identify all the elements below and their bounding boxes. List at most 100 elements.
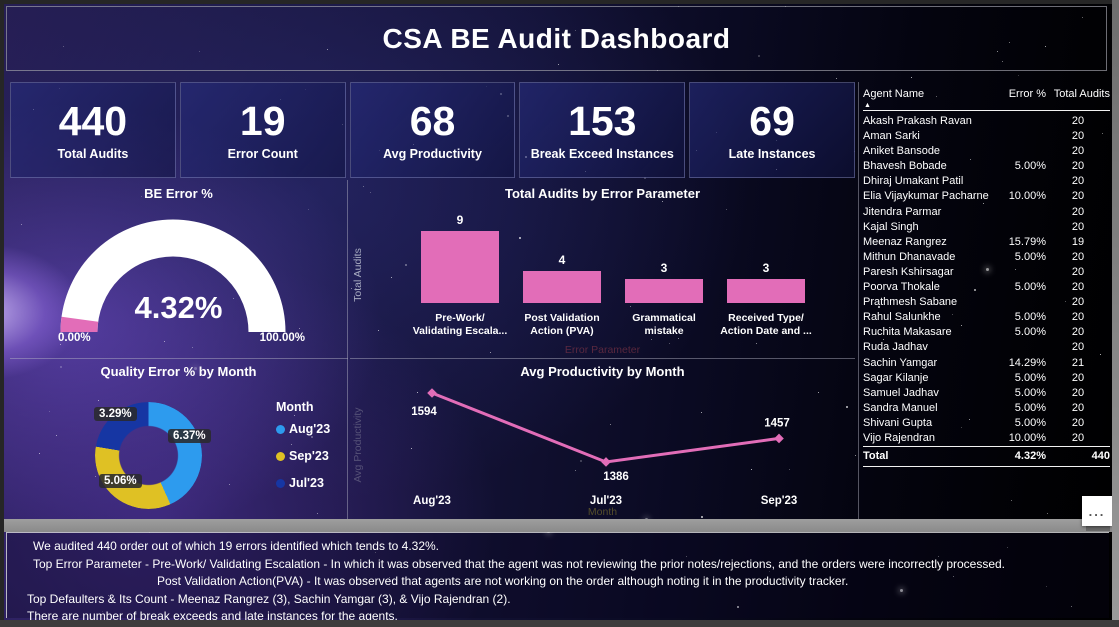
column-header-total-audits[interactable]: Total Audits <box>1046 88 1110 111</box>
cell-agent-name: Bhavesh Bobade <box>863 160 947 173</box>
donut-chart-visual[interactable]: Quality Error % by Month 6.37% 5.06% 3.29%… <box>10 358 348 519</box>
bar-chart-visual[interactable]: Total Audits by Error Parameter Total Au… <box>350 180 855 359</box>
table-row[interactable]: Akash Prakash Ravan 20 <box>863 111 1110 130</box>
gauge-value: 4.32% <box>134 290 223 325</box>
bar-2[interactable] <box>523 271 601 303</box>
summary-footer: We audited 440 order out of which 19 err… <box>6 532 1109 620</box>
legend-item-sep23[interactable]: Sep'23 <box>276 449 330 463</box>
bar-category-label: Pre-Work/ Validating Escala... <box>412 312 508 337</box>
cell-error-pct <box>991 220 1046 235</box>
cell-error-pct <box>991 129 1046 144</box>
table-row[interactable]: Aman Sarki 20 <box>863 129 1110 144</box>
cell-error-pct <box>991 205 1046 220</box>
cell-total-audits: 20 <box>1071 281 1085 294</box>
data-point-jul23[interactable] <box>601 457 611 467</box>
cell-total-audits: 20 <box>1071 265 1085 278</box>
table-row[interactable]: Aniket Bansode 20 <box>863 144 1110 159</box>
legend-item-jul23[interactable]: Jul'23 <box>276 476 330 490</box>
kpi-label: Error Count <box>227 147 298 161</box>
footer-line-4: Top Defaulters & Its Count - Meenaz Rang… <box>27 591 511 606</box>
table-row[interactable]: Sachin Yamgar 14.29% 21 <box>863 356 1110 371</box>
line-chart-x-axis-label: Month <box>587 506 618 518</box>
point-value-label: 1457 <box>764 417 790 429</box>
point-value-label: 1594 <box>411 406 437 418</box>
kpi-card-late-instances[interactable]: 69 Late Instances <box>689 82 855 178</box>
table-row[interactable]: Kajal Singh 20 <box>863 220 1110 235</box>
trend-line <box>431 391 780 464</box>
title-bar: CSA BE Audit Dashboard <box>6 6 1107 71</box>
agent-table-visual: Agent Name ▲ Error % Total Audits Akash … <box>858 82 1110 519</box>
cell-error-pct: 14.29% <box>1008 356 1046 369</box>
column-header-error-pct[interactable]: Error % <box>991 88 1046 111</box>
table-header-row: Agent Name ▲ Error % Total Audits <box>863 88 1110 111</box>
bar-1[interactable] <box>421 231 499 303</box>
table-row[interactable]: Jitendra Parmar 20 <box>863 205 1110 220</box>
table-row[interactable]: Shivani Gupta 5.00% 20 <box>863 416 1110 431</box>
sort-ascending-icon: ▲ <box>864 102 871 109</box>
table-row[interactable]: Samuel Jadhav 5.00% 20 <box>863 386 1110 401</box>
cell-total-audits: 20 <box>1071 416 1085 429</box>
vertical-scrollbar[interactable] <box>1112 0 1119 627</box>
horizontal-scrollbar[interactable] <box>4 519 1112 532</box>
kpi-card-error-count[interactable]: 19 Error Count <box>179 82 346 178</box>
cell-total-audits: 20 <box>1071 371 1085 384</box>
table-row[interactable]: Vijo Rajendran 10.00% 20 <box>863 431 1110 447</box>
bar-value-label: 3 <box>762 261 770 275</box>
bar-4[interactable] <box>727 279 805 303</box>
kpi-card-total-audits[interactable]: 440 Total Audits <box>10 82 176 178</box>
donut-label-sep23: 5.06% <box>99 474 142 488</box>
cell-total-audits: 20 <box>1071 220 1085 233</box>
legend-item-label: Jul'23 <box>289 476 324 490</box>
cell-agent-name: Sachin Yamgar <box>863 356 938 369</box>
more-options-button[interactable]: ... <box>1082 496 1112 526</box>
cell-total-audits: 19 <box>1071 235 1085 248</box>
table-row[interactable]: Paresh Kshirsagar 20 <box>863 265 1110 280</box>
line-chart-plot: 1594 Aug'23 1386 Jul'23 1457 Sep'23 <box>411 388 797 507</box>
table-row[interactable]: Dhiraj Umakant Patil 20 <box>863 174 1110 189</box>
table-row[interactable]: Elia Vijaykumar Pacharne 10.00% 20 <box>863 189 1110 204</box>
gauge-visual[interactable]: BE Error % 4.32% 0.00% 100.00% <box>10 180 348 359</box>
table-row[interactable]: Sagar Kilanje 5.00% 20 <box>863 371 1110 386</box>
page-title: CSA BE Audit Dashboard <box>382 23 731 54</box>
table-row[interactable]: Mithun Dhanavade 5.00% 20 <box>863 250 1110 265</box>
legend-item-label: Aug'23 <box>289 422 331 436</box>
table-row[interactable]: Poorva Thokale 5.00% 20 <box>863 280 1110 295</box>
gauge-min-label: 0.00% <box>58 332 91 344</box>
legend-color-dot <box>276 451 285 461</box>
footer-line-3: Post Validation Action(PVA) - It was obs… <box>157 574 849 588</box>
cell-total-audits: 21 <box>1071 356 1085 369</box>
legend-item-aug23[interactable]: Aug'23 <box>276 422 330 436</box>
cell-error-pct: 10.00% <box>1008 431 1046 444</box>
cell-total-audits: 20 <box>1071 175 1085 188</box>
line-chart-visual[interactable]: Avg Productivity by Month Avg Productivi… <box>350 358 855 519</box>
table-row[interactable]: Bhavesh Bobade 5.00% 20 <box>863 159 1110 174</box>
cell-total-audits: 20 <box>1071 386 1085 399</box>
kpi-value: 153 <box>568 98 637 144</box>
column-header-agent-name[interactable]: Agent Name ▲ <box>863 88 991 111</box>
bar-category-label: Grammatical mistake <box>632 312 696 337</box>
donut-label-aug23: 6.37% <box>168 429 211 443</box>
table-row[interactable]: Sandra Manuel 5.00% 20 <box>863 401 1110 416</box>
cell-agent-name: Ruchita Makasare <box>863 326 952 339</box>
kpi-value: 69 <box>749 98 795 144</box>
bar-3[interactable] <box>625 279 703 303</box>
cell-total-audits: 20 <box>1071 401 1085 414</box>
table-row[interactable]: Meenaz Rangrez 15.79% 19 <box>863 235 1110 250</box>
table-row[interactable]: Rahul Salunkhe 5.00% 20 <box>863 310 1110 325</box>
kpi-card-avg-productivity[interactable]: 68 Avg Productivity <box>349 82 516 178</box>
data-point-aug23[interactable] <box>427 388 437 398</box>
table-row[interactable]: Prathmesh Sabane 20 <box>863 295 1110 310</box>
cell-error-pct <box>991 144 1046 159</box>
table-row[interactable]: Ruchita Makasare 5.00% 20 <box>863 325 1110 340</box>
cell-agent-name: Akash Prakash Ravan <box>863 115 972 127</box>
line-chart-title: Avg Productivity by Month <box>520 364 685 379</box>
cell-agent-name: Meenaz Rangrez <box>863 235 947 248</box>
cell-agent-name: Poorva Thokale <box>863 281 940 294</box>
kpi-card-break-exceed-instances[interactable]: 153 Break Exceed Instances <box>519 82 686 178</box>
table-row[interactable]: Ruda Jadhav 20 <box>863 340 1110 355</box>
cell-agent-name: Mithun Dhanavade <box>863 250 956 263</box>
cell-error-pct: 5.00% <box>1014 386 1046 399</box>
window-bottom-edge <box>0 620 1119 627</box>
ellipsis-icon: ... <box>1088 503 1106 519</box>
data-point-sep23[interactable] <box>774 433 784 444</box>
